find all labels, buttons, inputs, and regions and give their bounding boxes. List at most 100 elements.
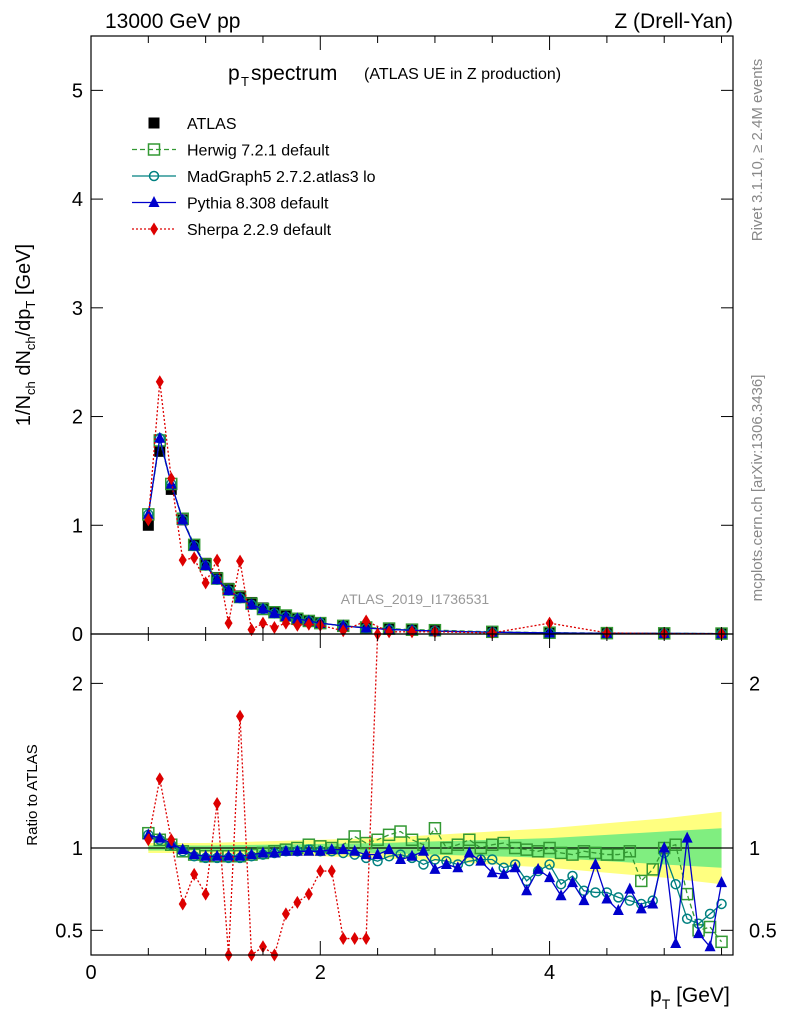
main-point-sherpa-2-2-9-default-2 bbox=[167, 472, 176, 486]
main-point-pythia-8-308-default-7 bbox=[223, 584, 235, 596]
main-point-sherpa-2-2-9-default-10 bbox=[258, 616, 267, 630]
legend-marker-herwig-7-2-1-default bbox=[147, 143, 161, 156]
legend: ATLAS Herwig 7.2.1 default MadGraph5 2.7.2… bbox=[132, 116, 376, 239]
ratio-point-sherpa-2-2-9-default-5 bbox=[201, 887, 210, 901]
ratio-point-herwig-7-2-1-default-25 bbox=[428, 821, 442, 835]
main-point-sherpa-2-2-9-default-9 bbox=[247, 623, 256, 637]
ratio-point-pythia-8-308-default-25 bbox=[429, 862, 441, 874]
ratio-point-madgraph5-2-7-2-atlas3-lo-42 bbox=[624, 895, 636, 906]
ratio-point-pythia-8-308-default-13 bbox=[291, 844, 303, 856]
main-series-sherpa-2-2-9-default bbox=[144, 375, 726, 641]
ratio-point-sherpa-2-2-9-default-14 bbox=[304, 887, 313, 901]
main-series-herwig-7-2-1-default bbox=[142, 434, 728, 640]
main-point-pythia-8-308-default-6 bbox=[211, 573, 223, 585]
ratio-xtick-label-0: 0 bbox=[85, 962, 96, 984]
rivet-label: Rivet 3.1.10, ≥ 2.4M events bbox=[749, 59, 766, 242]
legend-marker-atlas bbox=[148, 117, 160, 129]
legend-entry-madgraph5-2-7-2-atlas3-lo: MadGraph5 2.7.2.atlas3 lo bbox=[132, 169, 376, 186]
ratio-point-pythia-8-308-default-21 bbox=[383, 843, 395, 855]
ratio-point-pythia-8-308-default-7 bbox=[223, 849, 235, 861]
ratio-xtick-label-1: 2 bbox=[315, 962, 326, 984]
ratio-point-pythia-8-308-default-47 bbox=[681, 831, 693, 843]
main-point-pythia-8-308-default-8 bbox=[234, 591, 246, 603]
legend-label-herwig-7-2-1-default: Herwig 7.2.1 default bbox=[187, 143, 330, 160]
main-point-pythia-8-308-default-1 bbox=[154, 431, 166, 443]
ratio-point-sherpa-2-2-9-default-18 bbox=[350, 932, 359, 946]
ratio-ytick-label-r-0: 0.5 bbox=[749, 920, 777, 942]
main-point-sherpa-2-2-9-default-12 bbox=[281, 616, 290, 630]
ratio-point-herwig-7-2-1-default-42 bbox=[623, 845, 637, 858]
main-ytick-label-3: 3 bbox=[72, 298, 83, 320]
main-point-sherpa-2-2-9-default-7 bbox=[224, 616, 233, 630]
main-title: p T spectrum (ATLAS UE in Z production) bbox=[228, 62, 561, 89]
ratio-frame bbox=[90, 633, 734, 956]
ratio-point-pythia-8-308-default-8 bbox=[234, 849, 246, 861]
main-point-sherpa-2-2-9-default-14 bbox=[304, 617, 313, 631]
ratio-series-sherpa-2-2-9-default bbox=[144, 627, 382, 962]
main-point-pythia-8-308-default-9 bbox=[246, 598, 257, 610]
ratio-point-pythia-8-308-default-11 bbox=[268, 846, 280, 858]
ratio-point-pythia-8-308-default-26 bbox=[440, 857, 452, 869]
legend-entry-pythia-8-308-default: Pythia 8.308 default bbox=[132, 196, 329, 213]
ratio-point-pythia-8-308-default-29 bbox=[475, 854, 487, 866]
ratio-line-sherpa-2-2-9-default bbox=[147, 633, 379, 957]
ratio-point-pythia-8-308-default-12 bbox=[280, 844, 292, 856]
ratio-point-madgraph5-2-7-2-atlas3-lo-49 bbox=[704, 908, 716, 920]
ratio-point-herwig-7-2-1-default-43 bbox=[635, 874, 648, 888]
ratio-point-sherpa-2-2-9-default-19 bbox=[362, 932, 371, 946]
ratio-series-layer bbox=[142, 627, 728, 962]
ratio-point-pythia-8-308-default-42 bbox=[624, 882, 636, 894]
main-ylabel: 1/Nch dNch/dpT [GeV] bbox=[13, 244, 38, 426]
main-point-pythia-8-308-default-12 bbox=[280, 610, 292, 622]
main-point-sherpa-2-2-9-default-4 bbox=[190, 551, 199, 565]
ratio-point-sherpa-2-2-9-default-12 bbox=[281, 907, 290, 921]
legend-label-atlas: ATLAS bbox=[187, 116, 237, 133]
ratio-point-pythia-8-308-default-18 bbox=[349, 844, 361, 856]
ratio-point-herwig-7-2-1-default-44 bbox=[646, 863, 659, 876]
ratio-ytick-label-r-1: 1 bbox=[749, 838, 760, 860]
ratio-point-herwig-7-2-1-default-22 bbox=[394, 825, 407, 838]
main-point-sherpa-2-2-9-default-6 bbox=[213, 553, 222, 567]
ratio-point-sherpa-2-2-9-default-16 bbox=[327, 864, 336, 878]
main-point-pythia-8-308-default-3 bbox=[177, 513, 189, 525]
main-watermark: ATLAS_2019_I1736531 bbox=[341, 591, 490, 607]
ratio-point-pythia-8-308-default-5 bbox=[200, 849, 212, 861]
ratio-point-herwig-7-2-1-default-18 bbox=[348, 830, 361, 843]
legend-marker-sherpa-2-2-9-default bbox=[150, 222, 158, 236]
ratio-series-pythia-8-308-default bbox=[142, 828, 728, 952]
ratio-point-pythia-8-308-default-50 bbox=[716, 876, 728, 888]
legend-marker-madgraph5-2-7-2-atlas3-lo bbox=[148, 170, 160, 182]
ratio-point-herwig-7-2-1-default-49 bbox=[703, 920, 717, 934]
title-note: (ATLAS UE in Z production) bbox=[364, 66, 561, 83]
ratio-point-sherpa-2-2-9-default-2 bbox=[167, 833, 176, 847]
main-point-sherpa-2-2-9-default-11 bbox=[270, 620, 279, 634]
ratio-point-pythia-8-308-default-31 bbox=[498, 867, 510, 879]
ratio-point-pythia-8-308-default-4 bbox=[188, 848, 200, 860]
ratio-point-herwig-7-2-1-default-50 bbox=[715, 935, 728, 949]
ratio-point-pythia-8-308-default-17 bbox=[337, 843, 349, 855]
legend-label-pythia-8-308-default: Pythia 8.308 default bbox=[187, 196, 329, 213]
header-right: Z (Drell-Yan) bbox=[614, 10, 733, 33]
ratio-point-sherpa-2-2-9-default-13 bbox=[293, 895, 302, 909]
ratio-point-herwig-7-2-1-default-28 bbox=[463, 833, 476, 847]
ratio-point-pythia-8-308-default-27 bbox=[452, 861, 464, 873]
ratio-point-sherpa-2-2-9-default-8 bbox=[236, 709, 245, 723]
ratio-point-sherpa-2-2-9-default-15 bbox=[316, 864, 325, 878]
ratio-point-pythia-8-308-default-40 bbox=[601, 892, 613, 904]
ratio-point-madgraph5-2-7-2-atlas3-lo-24 bbox=[418, 859, 429, 870]
ratio-point-pythia-8-308-default-35 bbox=[544, 871, 556, 883]
ratio-point-pythia-8-308-default-15 bbox=[314, 844, 326, 856]
ratio-ytick-label-0: 0.5 bbox=[55, 920, 83, 942]
ratio-point-pythia-8-308-default-34 bbox=[532, 862, 544, 874]
ratio-point-pythia-8-308-default-39 bbox=[589, 857, 601, 869]
legend-label-sherpa-2-2-9-default: Sherpa 2.2.9 default bbox=[187, 222, 332, 239]
ratio-point-pythia-8-308-default-23 bbox=[406, 849, 418, 861]
legend-entry-sherpa-2-2-9-default: Sherpa 2.2.9 default bbox=[132, 222, 332, 239]
ratio-ytick-label-r-2: 2 bbox=[749, 673, 760, 695]
ratio-point-pythia-8-308-default-48 bbox=[693, 927, 705, 939]
title-sub: T bbox=[241, 74, 249, 89]
ratio-point-herwig-7-2-1-default-46 bbox=[669, 838, 682, 851]
main-ytick-label-1: 1 bbox=[72, 515, 83, 537]
svg-text:1/Nch dNch/dpT [GeV]: 1/Nch dNch/dpT [GeV] bbox=[13, 244, 38, 426]
